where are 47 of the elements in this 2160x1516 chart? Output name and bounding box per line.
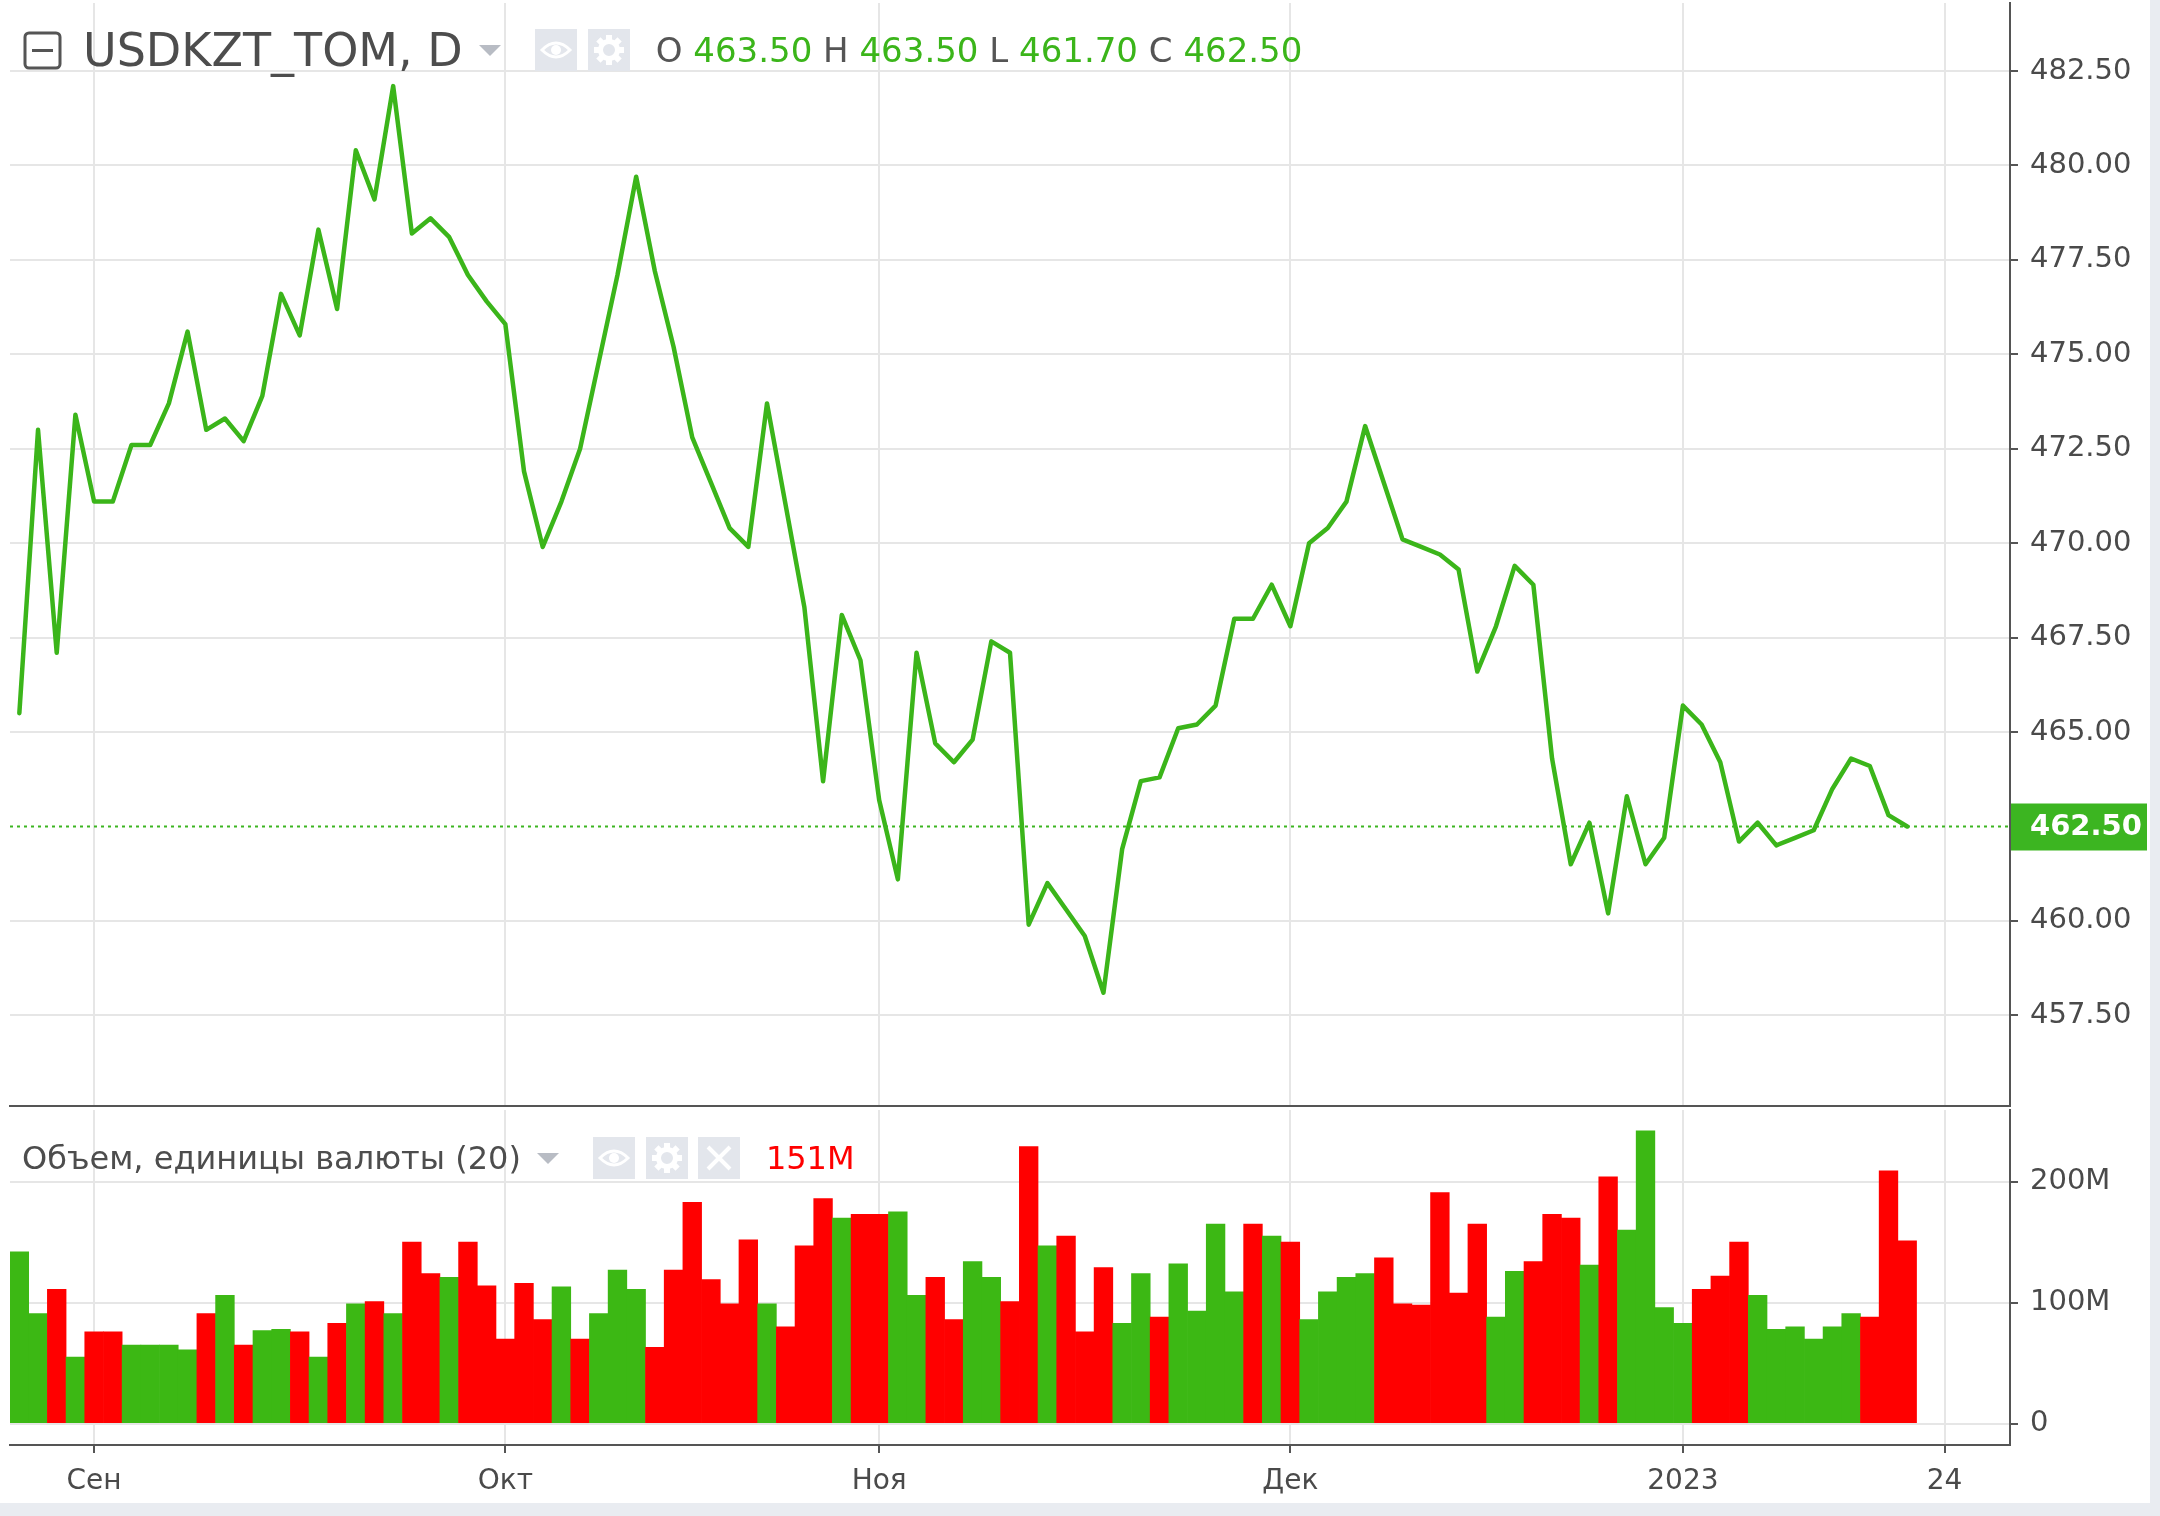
bar: [364, 1301, 385, 1424]
bar: [1243, 1223, 1263, 1424]
bar: [1598, 1176, 1618, 1424]
bar: [1280, 1241, 1301, 1424]
y-tick-label: 472.50: [2030, 429, 2132, 464]
bar: [233, 1344, 254, 1424]
text: Объем, единицы валюты (20): [22, 1139, 521, 1177]
x-tick-label: 2023: [1647, 1463, 1719, 1497]
y-tick-label: 467.50: [2030, 618, 2132, 653]
x-tick-label: Ноя: [851, 1463, 907, 1497]
bar: [1037, 1245, 1058, 1424]
bar: [832, 1217, 852, 1424]
bar: [551, 1286, 572, 1424]
bar: [65, 1356, 86, 1424]
y-tick-label: 0: [2030, 1404, 2049, 1439]
bar: [327, 1322, 347, 1424]
bar: [196, 1313, 216, 1424]
x-tick-label: Дек: [1262, 1463, 1319, 1497]
text: USDKZT_TOM, D: [83, 23, 463, 77]
ref-line-label: 462.50: [2030, 808, 2142, 842]
y-tick-label: 457.50: [2030, 995, 2132, 1030]
bar: [757, 1303, 777, 1424]
x-tick-label: Сен: [66, 1463, 122, 1497]
y-tick-label: 477.50: [2030, 240, 2132, 275]
bar: [1149, 1316, 1170, 1424]
y-tick-label: 470.00: [2030, 523, 2132, 558]
bar: [1262, 1235, 1282, 1424]
bar: [439, 1276, 459, 1424]
y-tick-label: 480.00: [2030, 145, 2132, 180]
text: O 463.50 H 463.50 L 461.70 C 462.50: [655, 30, 1303, 70]
bar: [290, 1331, 310, 1424]
y-tick-label: 200M: [2030, 1162, 2111, 1197]
annotation: 151M: [765, 1139, 855, 1177]
bar: [47, 1289, 67, 1424]
bar: [570, 1338, 590, 1424]
bar: [215, 1295, 235, 1424]
bar: [383, 1313, 403, 1424]
bar: [308, 1356, 329, 1424]
bar: [346, 1303, 366, 1424]
y-tick-label: 482.50: [2030, 51, 2132, 86]
bar: [1579, 1264, 1600, 1424]
x-tick-label: Окт: [477, 1463, 533, 1497]
x-tick-label: 24: [1926, 1463, 1963, 1497]
y-tick-label: 460.00: [2030, 901, 2132, 936]
y-tick-label: 475.00: [2030, 334, 2132, 369]
y-tick-label: 100M: [2030, 1283, 2111, 1318]
y-tick-label: 465.00: [2030, 712, 2132, 747]
